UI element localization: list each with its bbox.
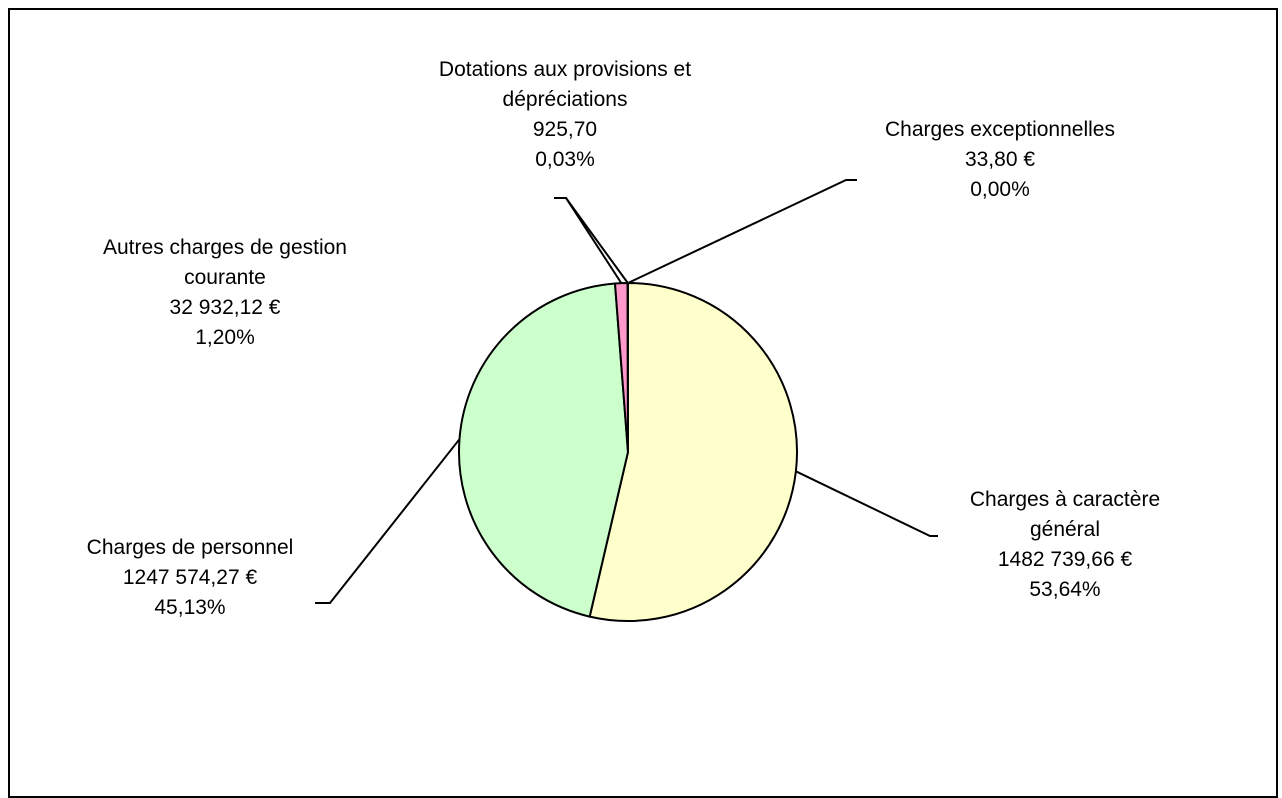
label-name-line: Dotations aux provisions et [395, 55, 735, 85]
label-percent: 1,20% [70, 323, 380, 353]
label-name-line: courante [70, 263, 380, 293]
label-charges-caractere-general: Charges à caractère général 1482 739,66 … [930, 485, 1200, 605]
leader-line-charges-exceptionnelles [628, 180, 857, 283]
label-name-line: dépréciations [395, 85, 735, 115]
label-name-line: Autres charges de gestion [70, 233, 380, 263]
label-dotations: Dotations aux provisions et dépréciation… [395, 55, 735, 175]
leader-line-dotations [554, 198, 628, 283]
label-value: 1247 574,27 € [50, 563, 330, 593]
pie-slices [459, 283, 797, 621]
label-percent: 53,64% [930, 575, 1200, 605]
label-percent: 0,03% [395, 145, 735, 175]
label-name-line: Charges à caractère [930, 485, 1200, 515]
label-name-line: Charges exceptionnelles [855, 115, 1145, 145]
leader-line-autres-charges [554, 198, 621, 283]
leader-line-charges-personnel [315, 439, 459, 603]
label-autres-charges: Autres charges de gestion courante 32 93… [70, 233, 380, 353]
label-name-line: général [930, 515, 1200, 545]
label-value: 925,70 [395, 115, 735, 145]
label-percent: 0,00% [855, 175, 1145, 205]
label-percent: 45,13% [50, 593, 330, 623]
label-value: 1482 739,66 € [930, 545, 1200, 575]
leader-line-charges-caractere-general [796, 471, 938, 536]
label-charges-personnel: Charges de personnel 1247 574,27 € 45,13… [50, 533, 330, 623]
label-name-line: Charges de personnel [50, 533, 330, 563]
label-value: 32 932,12 € [70, 293, 380, 323]
label-value: 33,80 € [855, 145, 1145, 175]
label-charges-exceptionnelles: Charges exceptionnelles 33,80 € 0,00% [855, 115, 1145, 205]
